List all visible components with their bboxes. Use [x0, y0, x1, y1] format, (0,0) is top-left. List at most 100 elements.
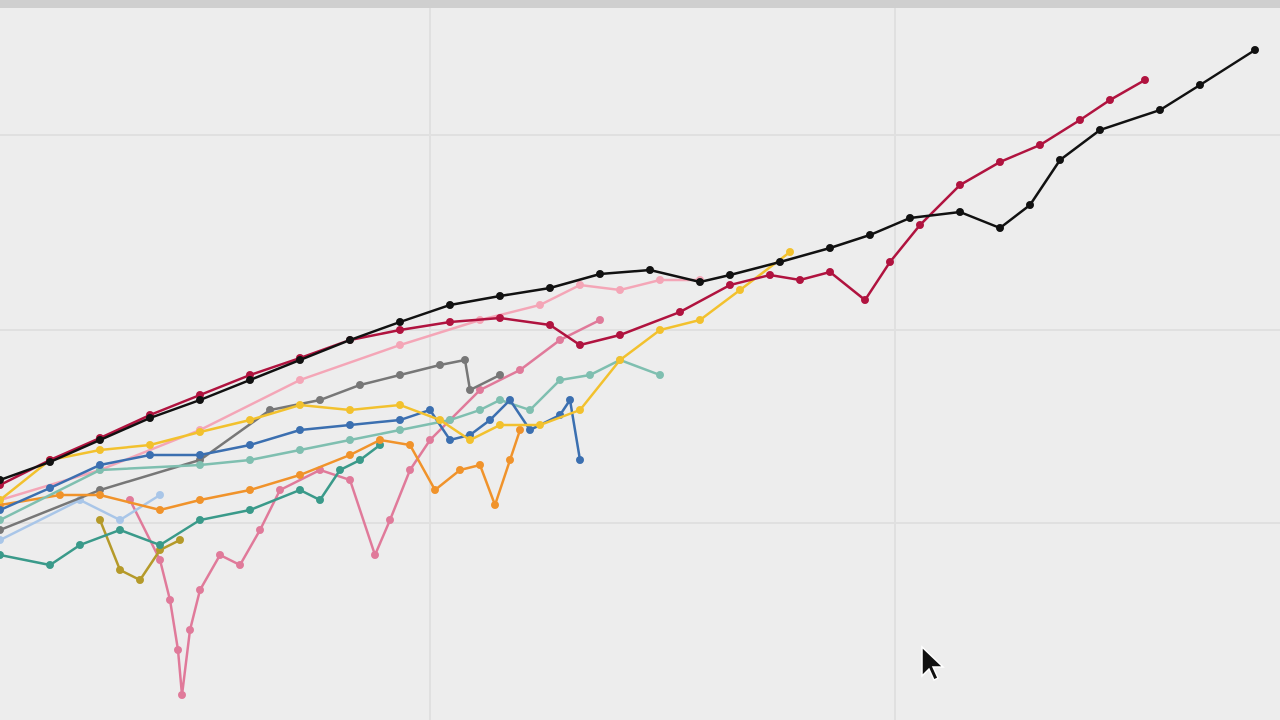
point: [156, 556, 164, 564]
point: [0, 476, 4, 484]
point: [406, 466, 414, 474]
point: [196, 451, 204, 459]
point: [276, 486, 284, 494]
point: [0, 551, 4, 559]
point: [446, 301, 454, 309]
point: [346, 436, 354, 444]
point: [1251, 46, 1259, 54]
point: [396, 371, 404, 379]
point: [46, 458, 54, 466]
point: [996, 158, 1004, 166]
point: [431, 486, 439, 494]
point: [656, 371, 664, 379]
point: [536, 421, 544, 429]
point: [1156, 106, 1164, 114]
point: [396, 318, 404, 326]
series-line: [0, 429, 522, 512]
point: [1026, 201, 1034, 209]
point: [956, 181, 964, 189]
point: [616, 331, 624, 339]
point: [346, 451, 354, 459]
point: [456, 466, 464, 474]
point: [646, 266, 654, 274]
point: [786, 248, 794, 256]
point: [96, 446, 104, 454]
top-bar: [0, 0, 1280, 8]
point: [866, 231, 874, 239]
point: [436, 416, 444, 424]
point: [196, 516, 204, 524]
point: [466, 386, 474, 394]
point: [136, 576, 144, 584]
point: [346, 476, 354, 484]
point: [356, 381, 364, 389]
point: [616, 356, 624, 364]
point: [496, 292, 504, 300]
point: [546, 284, 554, 292]
point: [246, 376, 254, 384]
point: [196, 496, 204, 504]
point: [496, 371, 504, 379]
point: [346, 421, 354, 429]
point: [296, 471, 304, 479]
point: [296, 486, 304, 494]
point: [0, 496, 4, 504]
point: [496, 314, 504, 322]
point: [174, 646, 182, 654]
point: [826, 244, 834, 252]
point: [246, 416, 254, 424]
point: [476, 386, 484, 394]
point: [726, 271, 734, 279]
point: [506, 456, 514, 464]
point: [316, 496, 324, 504]
point: [1056, 156, 1064, 164]
point: [1036, 141, 1044, 149]
point: [246, 506, 254, 514]
plot: [0, 8, 1280, 720]
point: [256, 526, 264, 534]
point: [526, 406, 534, 414]
point: [116, 526, 124, 534]
point: [386, 516, 394, 524]
point: [446, 318, 454, 326]
point: [196, 428, 204, 436]
point: [216, 551, 224, 559]
point: [726, 281, 734, 289]
point: [396, 341, 404, 349]
point: [461, 356, 469, 364]
point: [736, 286, 744, 294]
point: [396, 401, 404, 409]
point: [296, 401, 304, 409]
point: [316, 396, 324, 404]
point: [246, 456, 254, 464]
point: [296, 426, 304, 434]
point: [586, 371, 594, 379]
point: [156, 491, 164, 499]
point: [656, 326, 664, 334]
point: [886, 258, 894, 266]
point: [486, 416, 494, 424]
point: [516, 426, 524, 434]
point: [776, 258, 784, 266]
point: [156, 541, 164, 549]
point: [916, 221, 924, 229]
point: [156, 506, 164, 514]
point: [406, 441, 414, 449]
point: [146, 414, 154, 422]
point: [186, 626, 194, 634]
point: [491, 501, 499, 509]
point: [0, 536, 4, 544]
point: [166, 596, 174, 604]
point: [146, 451, 154, 459]
point: [46, 484, 54, 492]
point: [96, 436, 104, 444]
point: [696, 316, 704, 324]
point: [596, 316, 604, 324]
point: [76, 541, 84, 549]
series-line: [128, 318, 601, 696]
point: [496, 421, 504, 429]
point: [496, 396, 504, 404]
point: [956, 208, 964, 216]
